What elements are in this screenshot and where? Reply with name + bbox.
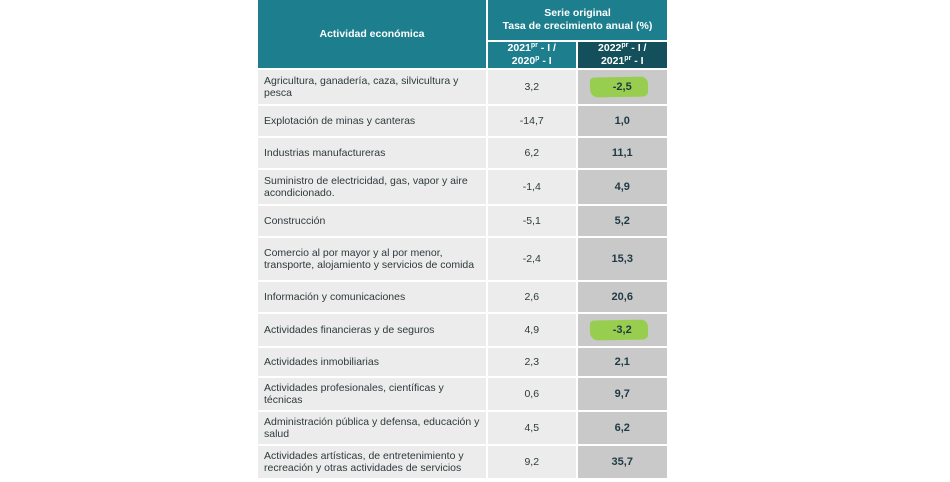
table-row: Información y comunicaciones 2,6 20,6 xyxy=(258,282,667,314)
header-serie: Serie original Tasa de crecimiento anual… xyxy=(488,0,667,42)
growth-2021-cell: 3,2 xyxy=(488,70,578,106)
growth-2022-value: -3,2 xyxy=(612,324,632,336)
header-col-2022: 2022pr - I / 2021pr - I xyxy=(577,42,667,70)
growth-2022-cell: 6,2 xyxy=(577,412,667,446)
header-serie-line1: Serie original xyxy=(544,7,611,19)
activity-cell: Industrias manufactureras xyxy=(258,138,488,170)
growth-2022-cell: 35,7 xyxy=(577,446,667,480)
growth-2022-value: 11,1 xyxy=(611,147,633,159)
header-activity: Actividad económica xyxy=(258,0,488,70)
table-row: Actividades artísticas, de entretenimien… xyxy=(258,446,667,480)
growth-2021-cell: 0,6 xyxy=(488,378,578,412)
growth-2021-cell: -2,4 xyxy=(488,238,578,282)
growth-2022-cell: -3,2 xyxy=(577,314,667,348)
growth-2022-value: 5,2 xyxy=(614,215,630,227)
table-row: Agricultura, ganadería, caza, silvicultu… xyxy=(258,70,667,106)
header-serie-line2: Tasa de crecimiento anual (%) xyxy=(502,20,653,32)
growth-2021-cell: 2,3 xyxy=(488,348,578,378)
growth-2021-cell: 9,2 xyxy=(488,446,578,480)
activity-cell: Administración pública y defensa, educac… xyxy=(258,412,488,446)
table-row: Actividades financieras y de seguros 4,9 -… xyxy=(258,314,667,348)
table-row: Industrias manufactureras 6,2 11,1 xyxy=(258,138,667,170)
table-row: Actividades inmobiliarias 2,3 2,1 xyxy=(258,348,667,378)
growth-2022-cell: 11,1 xyxy=(577,138,667,170)
table-row: Explotación de minas y canteras -14,7 1,0 xyxy=(258,106,667,138)
growth-2022-cell: 20,6 xyxy=(577,282,667,314)
activity-cell: Explotación de minas y canteras xyxy=(258,106,488,138)
activity-cell: Actividades profesionales, científicas y… xyxy=(258,378,488,412)
activity-cell: Suministro de electricidad, gas, vapor y… xyxy=(258,170,488,206)
growth-2021-cell: -14,7 xyxy=(488,106,578,138)
growth-2022-cell: 5,2 xyxy=(577,206,667,238)
gdp-growth-table-panel: Actividad económica Serie original Tasa … xyxy=(258,0,668,482)
table-row: Actividades profesionales, científicas y… xyxy=(258,378,667,412)
growth-2022-cell: 4,9 xyxy=(577,170,667,206)
growth-2021-cell: -1,4 xyxy=(488,170,578,206)
growth-2022-cell: 2,1 xyxy=(577,348,667,378)
growth-2022-value: 1,0 xyxy=(614,115,630,127)
growth-2021-cell: 2,6 xyxy=(488,282,578,314)
growth-2022-cell: 1,0 xyxy=(577,106,667,138)
growth-2022-value: 6,2 xyxy=(614,422,630,434)
growth-2022-cell: 15,3 xyxy=(577,238,667,282)
growth-2021-cell: 4,9 xyxy=(488,314,578,348)
growth-2021-cell: 4,5 xyxy=(488,412,578,446)
growth-2022-value: 15,3 xyxy=(611,253,633,265)
table-row: Administración pública y defensa, educac… xyxy=(258,412,667,446)
growth-2022-value: 2,1 xyxy=(614,356,630,368)
table-row: Comercio al por mayor y al por menor, tr… xyxy=(258,238,667,282)
table-row: Suministro de electricidad, gas, vapor y… xyxy=(258,170,667,206)
gdp-growth-table: Actividad económica Serie original Tasa … xyxy=(258,0,667,480)
table-row: Construcción -5,1 5,2 xyxy=(258,206,667,238)
growth-2022-value: 35,7 xyxy=(611,456,633,468)
growth-2021-cell: 6,2 xyxy=(488,138,578,170)
growth-2022-cell: -2,5 xyxy=(577,70,667,106)
activity-cell: Comercio al por mayor y al por menor, tr… xyxy=(258,238,488,282)
activity-cell: Actividades financieras y de seguros xyxy=(258,314,488,348)
growth-2022-cell: 9,7 xyxy=(577,378,667,412)
activity-cell: Información y comunicaciones xyxy=(258,282,488,314)
activity-cell: Construcción xyxy=(258,206,488,238)
growth-2022-value: 9,7 xyxy=(614,388,630,400)
growth-2022-value: 20,6 xyxy=(611,291,633,303)
growth-2022-value: 4,9 xyxy=(614,181,630,193)
activity-cell: Actividades inmobiliarias xyxy=(258,348,488,378)
header-col-2021: 2021pr - I / 2020p - I xyxy=(488,42,578,70)
growth-2021-cell: -5,1 xyxy=(488,206,578,238)
growth-2022-value: -2,5 xyxy=(612,81,632,93)
activity-cell: Agricultura, ganadería, caza, silvicultu… xyxy=(258,70,488,106)
activity-cell: Actividades artísticas, de entretenimien… xyxy=(258,446,488,480)
